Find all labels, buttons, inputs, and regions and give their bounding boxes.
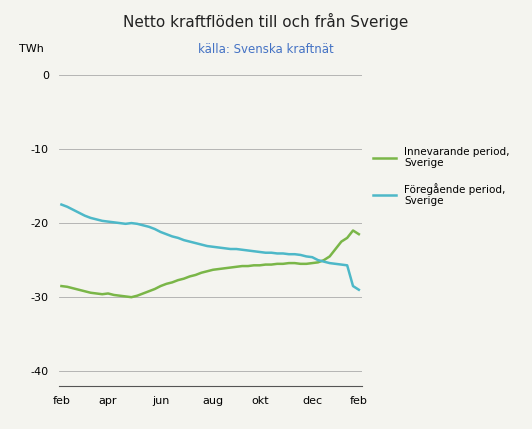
Innevarande period,
Sverige: [58, 284, 64, 289]
Text: källa: Svenska kraftnät: källa: Svenska kraftnät: [198, 43, 334, 56]
Line: Innevarande period,
Sverige: Innevarande period, Sverige: [61, 230, 359, 297]
Föregående period,
Sverige: [198, 242, 205, 247]
Innevarande period,
Sverige: [256, 263, 263, 268]
Föregående period,
Sverige: [81, 213, 88, 218]
Y-axis label: TWh: TWh: [19, 43, 44, 54]
Innevarande period,
Sverige: [81, 289, 88, 294]
Innevarande period,
Sverige: [245, 263, 251, 269]
Föregående period,
Sverige: [163, 232, 170, 237]
Föregående period,
Sverige: [251, 249, 257, 254]
Line: Föregående period,
Sverige: Föregående period, Sverige: [61, 205, 359, 290]
Innevarande period,
Sverige: [128, 295, 135, 300]
Innevarande period,
Sverige: [204, 269, 211, 274]
Föregående period,
Sverige: [58, 202, 64, 207]
Föregående period,
Sverige: [332, 261, 339, 266]
Föregående period,
Sverige: [239, 247, 245, 252]
Innevarande period,
Sverige: [356, 232, 362, 237]
Föregående period,
Sverige: [356, 287, 362, 292]
Innevarande period,
Sverige: [221, 266, 228, 271]
Innevarande period,
Sverige: [350, 228, 356, 233]
Legend: Innevarande period,
Sverige, Föregående period,
Sverige: Innevarande period, Sverige, Föregående …: [373, 147, 510, 206]
Innevarande period,
Sverige: [169, 280, 176, 285]
Text: Netto kraftflöden till och från Sverige: Netto kraftflöden till och från Sverige: [123, 13, 409, 30]
